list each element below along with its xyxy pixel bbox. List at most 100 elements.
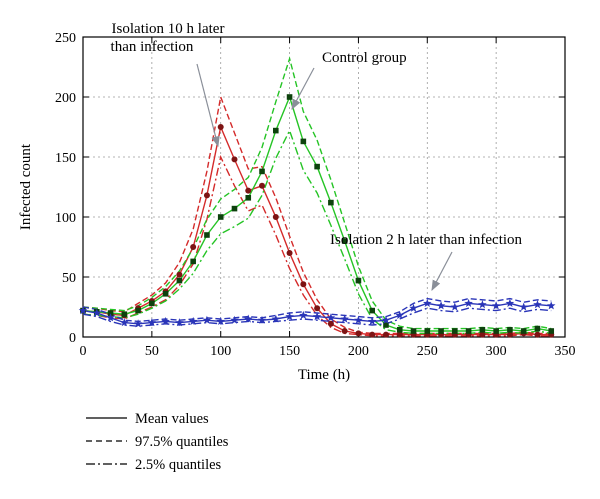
marker-star-isolation2h — [381, 315, 391, 324]
x-tick-label: 150 — [279, 344, 300, 359]
marker-square-control — [121, 311, 128, 317]
marker-star-isolation2h — [354, 315, 363, 324]
marker-square-control — [149, 300, 155, 307]
y-tick-label: 0 — [69, 331, 76, 346]
marker-circle-isolation10h — [314, 305, 321, 312]
marker-square-control — [479, 327, 486, 333]
marker-star-isolation2h — [409, 303, 418, 312]
marker-square-control — [520, 328, 527, 334]
marker-circle-isolation10h — [341, 328, 348, 334]
legend-label-upper-quantile: 97.5% quantiles — [135, 434, 229, 450]
marker-circle-isolation10h — [355, 330, 362, 337]
marker-star-isolation2h — [533, 300, 542, 309]
marker-circle-isolation10h — [506, 331, 513, 338]
chart-legend: Mean values 97.5% quantiles 2.5% quantil… — [86, 411, 229, 473]
marker-circle-isolation10h — [534, 331, 541, 338]
marker-star-isolation2h — [78, 306, 88, 315]
marker-star-isolation2h — [491, 301, 501, 310]
marker-square-control — [176, 277, 183, 284]
marker-square-control — [300, 138, 307, 145]
marker-star-isolation2h — [519, 302, 528, 311]
marker-square-control — [534, 325, 541, 332]
marker-star-isolation2h — [257, 315, 267, 324]
marker-circle-isolation10h — [203, 192, 210, 199]
marker-star-isolation2h — [202, 315, 212, 324]
marker-star-isolation2h — [436, 301, 446, 310]
marker-square-control — [328, 199, 334, 206]
marker-star-isolation2h — [175, 318, 184, 327]
marker-star-isolation2h — [546, 301, 556, 310]
marker-circle-isolation10h — [272, 214, 279, 220]
marker-star-isolation2h — [299, 310, 308, 319]
marker-star-isolation2h — [147, 318, 157, 327]
marker-square-control — [135, 307, 141, 314]
marker-star-isolation2h — [312, 312, 322, 321]
marker-star-isolation2h — [505, 298, 515, 307]
marker-star-isolation2h — [188, 316, 198, 325]
marker-star-isolation2h — [216, 316, 225, 325]
marker-square-control — [245, 195, 252, 201]
marker-circle-isolation10h — [217, 124, 224, 130]
marker-circle-isolation10h — [286, 250, 293, 256]
marker-circle-isolation10h — [396, 331, 403, 338]
series-line-control-97-5-quantile — [82, 56, 552, 330]
marker-square-control — [204, 232, 210, 238]
x-tick-label: 200 — [348, 344, 369, 359]
marker-square-control — [355, 277, 362, 284]
x-tick-label: 250 — [417, 344, 438, 359]
marker-star-isolation2h — [244, 314, 253, 323]
y-axis-label: Infected count — [18, 143, 34, 230]
annotation-arrow-isolation-10h — [196, 63, 220, 148]
annotation-isolation-10h-line1: Isolation 10 h later — [112, 21, 225, 37]
marker-circle-isolation10h — [300, 281, 307, 288]
series-line-isolation10h-2-5-quantile — [82, 154, 552, 337]
marker-circle-isolation10h — [327, 320, 334, 327]
marker-square-control — [341, 238, 348, 244]
x-tick-label: 50 — [145, 344, 159, 359]
x-tick-label: 300 — [486, 344, 507, 359]
x-tick-label: 100 — [210, 344, 231, 359]
legend-label-mean: Mean values — [135, 411, 209, 427]
marker-star-isolation2h — [464, 298, 473, 307]
marker-star-isolation2h — [133, 319, 143, 328]
marker-square-control — [383, 322, 389, 328]
marker-square-control — [396, 327, 403, 333]
marker-square-control — [231, 205, 238, 212]
marker-star-isolation2h — [340, 314, 349, 323]
marker-circle-isolation10h — [382, 331, 389, 338]
marker-star-isolation2h — [271, 314, 281, 323]
annotation-isolation-10h-line2: than infection — [111, 39, 194, 55]
series-line-isolation10h-97-5-quantile — [82, 94, 552, 335]
annotation-isolation-2h: Isolation 2 h later than infection — [330, 232, 523, 292]
annotation-arrow-control-group — [291, 67, 315, 111]
plot-border — [82, 36, 566, 338]
plot-area: 0 50 100 150 200 250 300 350 0 50 100 150 200 250 — [55, 31, 576, 359]
marker-square-control — [107, 310, 114, 316]
annotation-control-group-label: Control group — [322, 50, 407, 66]
marker-square-control — [162, 291, 169, 297]
y-tick-label: 150 — [55, 151, 76, 166]
marker-square-control — [438, 328, 444, 334]
marker-circle-isolation10h — [176, 271, 183, 278]
marker-star-isolation2h — [120, 318, 129, 327]
annotation-control-group: Control group — [291, 50, 407, 111]
marker-square-control — [548, 328, 555, 334]
marker-star-isolation2h — [478, 300, 487, 309]
annotation-arrow-isolation-2h — [431, 251, 453, 292]
series-line-isolation2h-2-5-quantile — [82, 307, 552, 327]
marker-square-control — [465, 328, 472, 334]
marker-star-isolation2h — [395, 310, 404, 319]
marker-square-control — [314, 163, 320, 170]
x-axis-label: Time (h) — [298, 367, 350, 383]
marker-square-control — [369, 307, 375, 314]
series-line-control-2-5-quantile — [82, 128, 552, 335]
marker-star-isolation2h — [450, 302, 460, 311]
marker-circle-isolation10h — [259, 182, 266, 189]
marker-square-control — [410, 328, 417, 334]
marker-star-isolation2h — [161, 316, 170, 325]
marker-circle-isolation10h — [245, 187, 252, 194]
marker-circle-isolation10h — [369, 331, 376, 338]
x-tick-label: 350 — [555, 344, 576, 359]
